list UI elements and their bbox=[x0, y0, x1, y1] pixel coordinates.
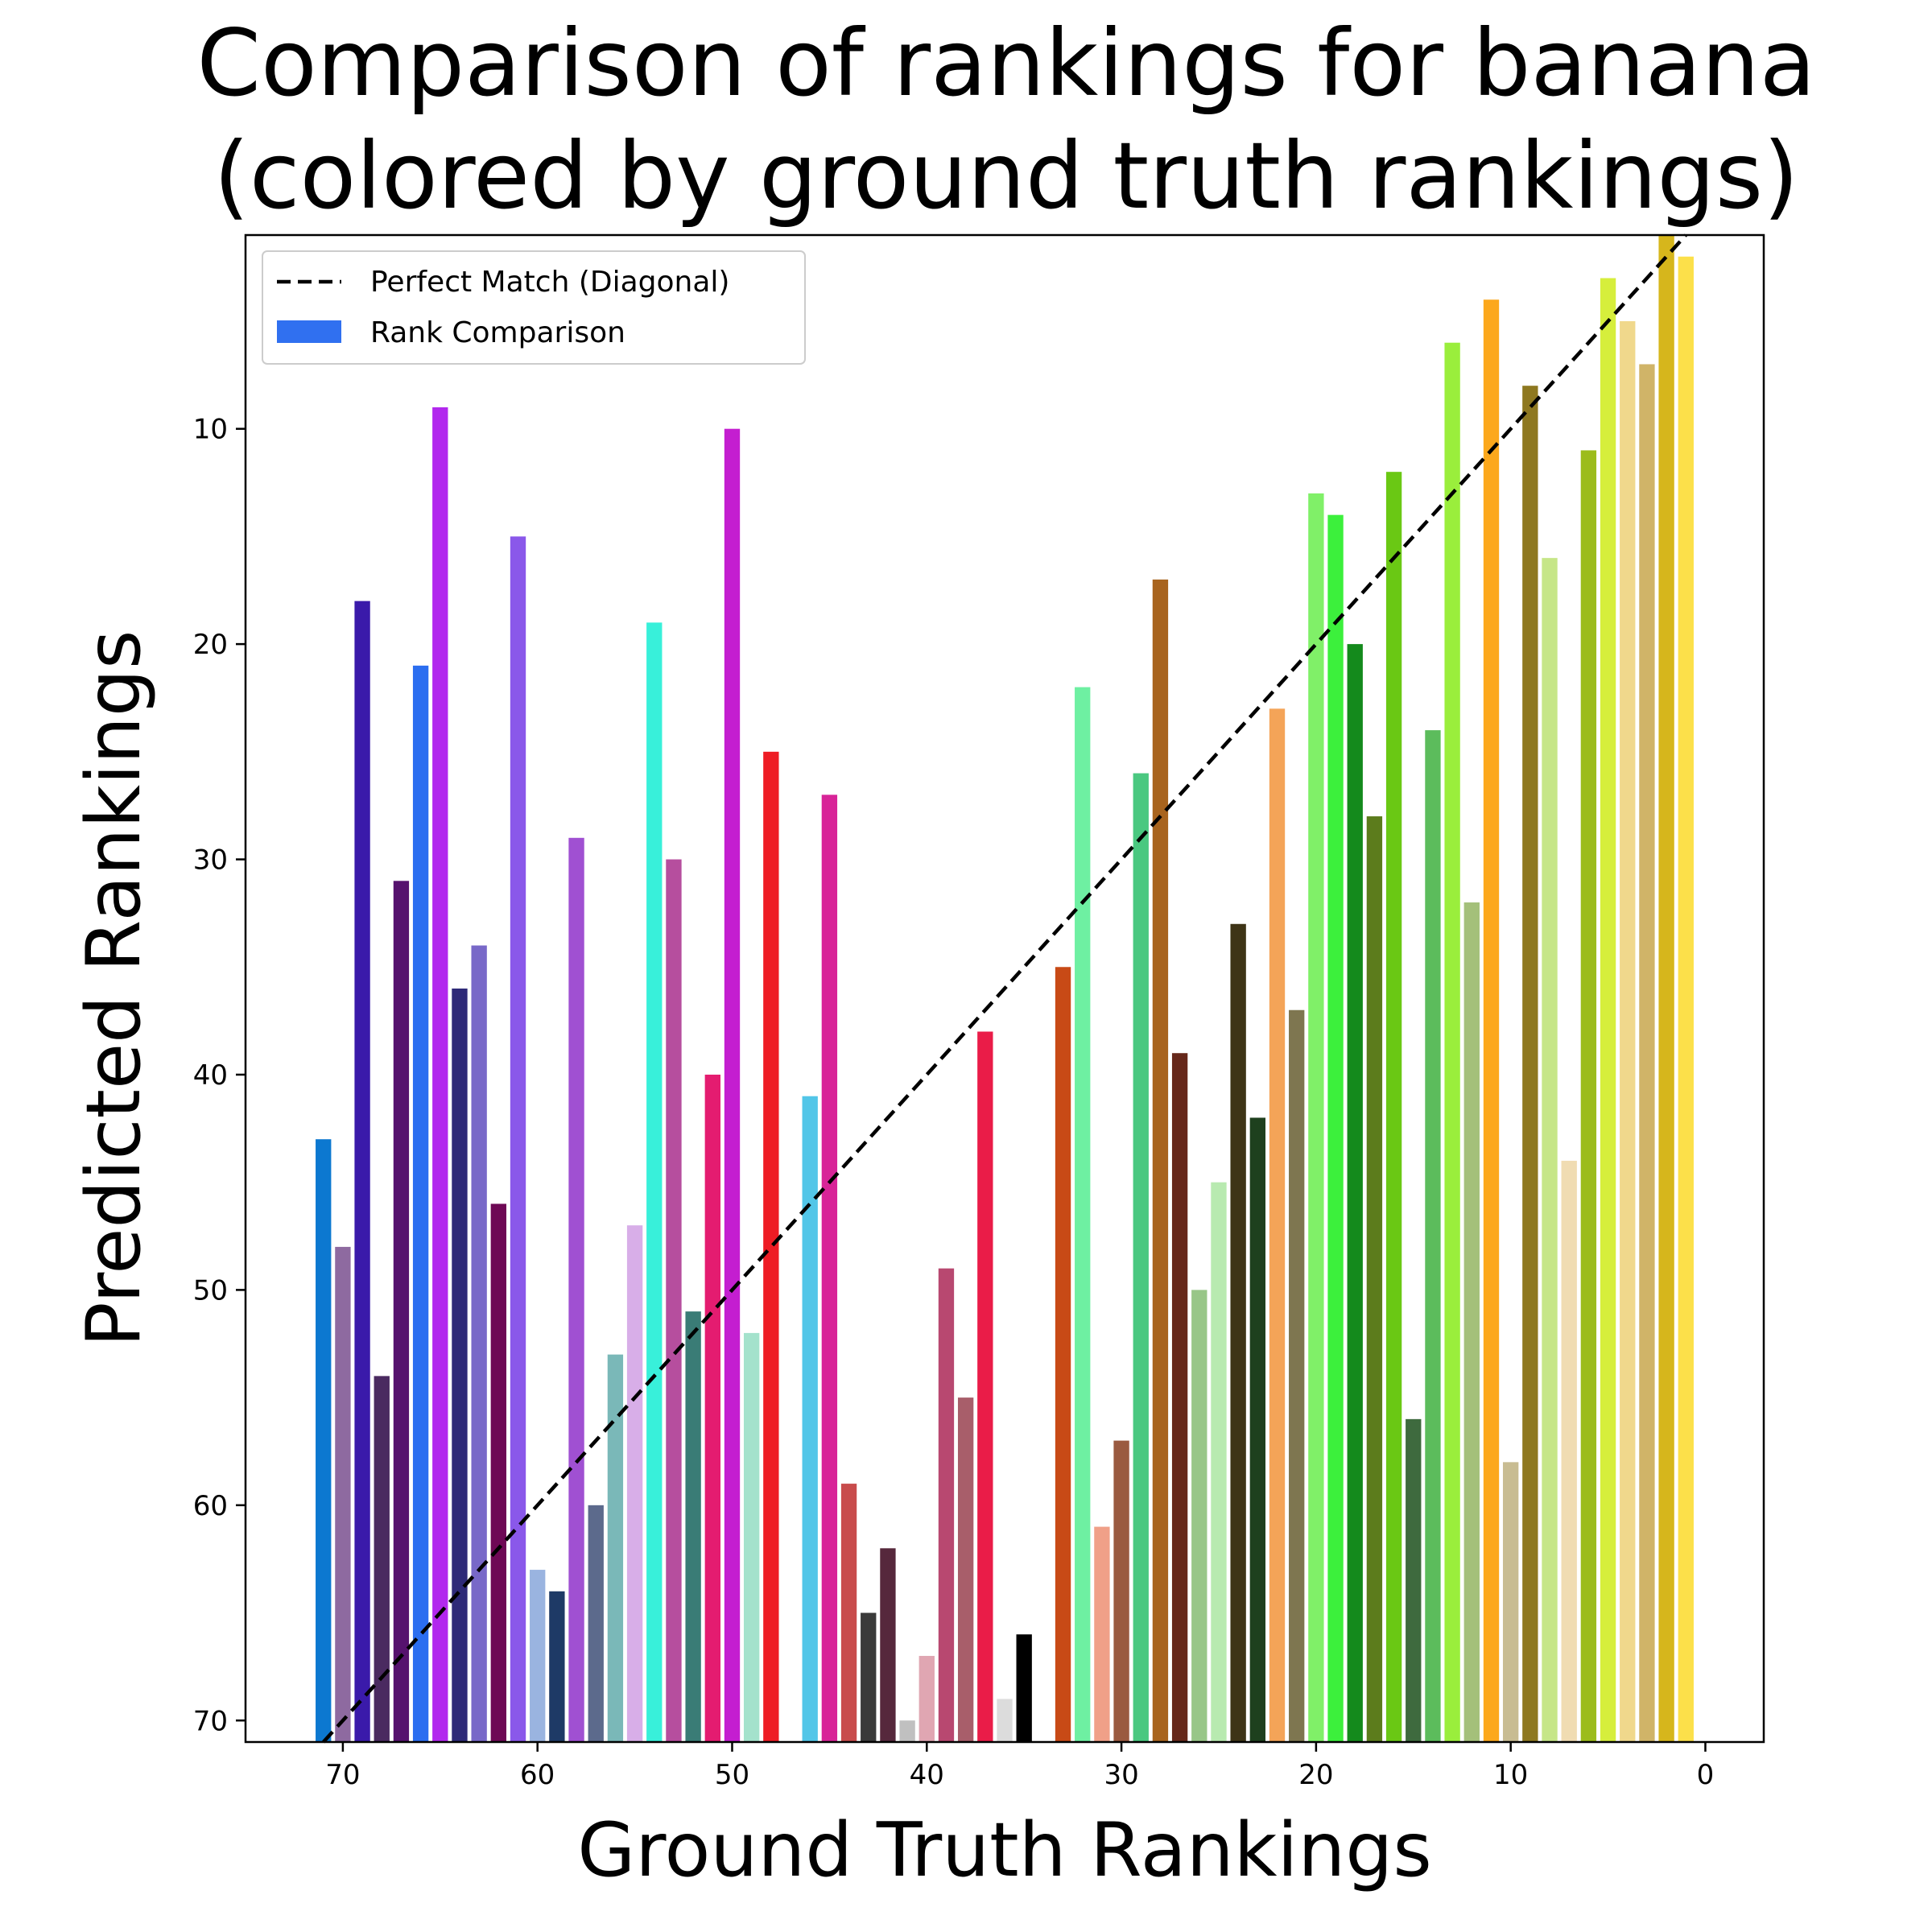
bar-gt-58 bbox=[568, 837, 584, 1742]
bar-gt-43 bbox=[861, 1612, 877, 1742]
y-tick-label: 40 bbox=[193, 1059, 228, 1092]
bar-gt-8 bbox=[1542, 558, 1558, 1742]
bar-gt-54 bbox=[646, 622, 663, 1742]
x-tick-label: 30 bbox=[1104, 1759, 1138, 1791]
x-tick-label: 50 bbox=[715, 1759, 749, 1791]
y-tick-label: 70 bbox=[193, 1705, 228, 1737]
y-tick-label: 50 bbox=[193, 1274, 228, 1307]
bar-gt-17 bbox=[1366, 816, 1383, 1742]
bar-gt-32 bbox=[1075, 687, 1091, 1742]
bar-gt-61 bbox=[510, 536, 526, 1742]
bar-gt-14 bbox=[1425, 730, 1441, 1742]
bar-gt-42 bbox=[880, 1548, 896, 1742]
bar-gt-40 bbox=[919, 1656, 935, 1742]
bar-gt-26 bbox=[1191, 1290, 1208, 1742]
bar-gt-25 bbox=[1211, 1182, 1227, 1742]
bar-gt-31 bbox=[1094, 1526, 1110, 1742]
legend-entry-diagonal: Perfect Match (Diagonal) bbox=[370, 266, 729, 299]
bar-gt-10 bbox=[1502, 1462, 1519, 1742]
bar-gt-16 bbox=[1385, 472, 1402, 1743]
bar-gt-28 bbox=[1152, 579, 1169, 1742]
x-tick-label: 70 bbox=[325, 1759, 360, 1791]
bar-gt-23 bbox=[1249, 1117, 1265, 1742]
bar-gt-6 bbox=[1580, 450, 1597, 1743]
plot-frame bbox=[244, 233, 1765, 1744]
bar-gt-50 bbox=[724, 428, 741, 1743]
legend-box bbox=[262, 250, 806, 365]
chart-title-line-1: Comparison of rankings for banana bbox=[196, 10, 1815, 117]
bar-gt-49 bbox=[743, 1332, 760, 1742]
bar-gt-41 bbox=[899, 1720, 915, 1742]
x-axis-label: Ground Truth Rankings bbox=[577, 1806, 1432, 1893]
chart-title-line-2: (colored by ground truth rankings) bbox=[213, 122, 1798, 229]
bar-gt-65 bbox=[432, 407, 448, 1743]
bars-layer bbox=[316, 235, 1694, 1743]
bar-gt-11 bbox=[1483, 299, 1500, 1743]
bar-gt-4 bbox=[1620, 320, 1636, 1743]
x-tick-label: 60 bbox=[520, 1759, 555, 1791]
bar-gt-3 bbox=[1639, 364, 1655, 1743]
bar-gt-64 bbox=[452, 989, 468, 1742]
bar-gt-45 bbox=[821, 795, 838, 1742]
bar-gt-51 bbox=[704, 1074, 720, 1742]
bar-gt-5 bbox=[1600, 278, 1616, 1742]
legend-entry-rank-comparison: Rank Comparison bbox=[370, 316, 625, 349]
bar-gt-53 bbox=[666, 859, 682, 1742]
bar-gt-36 bbox=[997, 1699, 1013, 1742]
bar-gt-37 bbox=[977, 1031, 993, 1742]
x-tick-label: 40 bbox=[910, 1759, 944, 1791]
bar-gt-71 bbox=[316, 1139, 332, 1742]
bar-gt-59 bbox=[549, 1591, 565, 1742]
y-tick-label: 10 bbox=[193, 414, 228, 446]
bar-gt-12 bbox=[1463, 902, 1480, 1742]
legend: Perfect Match (Diagonal) Rank Comparison bbox=[262, 250, 806, 365]
perfect-match-diagonal bbox=[322, 233, 1687, 1744]
x-tick-label: 10 bbox=[1493, 1759, 1528, 1791]
y-tick-label: 60 bbox=[193, 1490, 228, 1522]
bar-gt-1 bbox=[1678, 256, 1694, 1742]
y-tick-label: 20 bbox=[193, 629, 228, 661]
bar-gt-7 bbox=[1561, 1160, 1577, 1742]
bar-gt-19 bbox=[1327, 514, 1344, 1743]
bar-gt-52 bbox=[685, 1311, 701, 1742]
axis-ticks: 70 60 50 40 30 20 10 0 10 20 30 40 50 60 70 bbox=[193, 414, 1715, 1791]
x-tick-label: 20 bbox=[1298, 1759, 1333, 1791]
bar-gt-33 bbox=[1055, 967, 1071, 1742]
y-axis-label: Predicted Rankings bbox=[70, 630, 157, 1348]
bar-gt-2 bbox=[1658, 235, 1674, 1742]
bar-gt-46 bbox=[802, 1096, 818, 1742]
bar-gt-48 bbox=[763, 751, 779, 1742]
bar-gt-27 bbox=[1171, 1053, 1188, 1742]
bar-gt-30 bbox=[1113, 1440, 1129, 1742]
bar-gt-9 bbox=[1522, 386, 1538, 1743]
bar-gt-70 bbox=[335, 1246, 351, 1742]
bar-gt-38 bbox=[957, 1397, 974, 1742]
bar-gt-13 bbox=[1444, 342, 1460, 1743]
bar-gt-57 bbox=[588, 1505, 604, 1742]
legend-bar-swatch bbox=[277, 320, 341, 343]
bar-gt-60 bbox=[530, 1570, 546, 1742]
bar-gt-35 bbox=[1016, 1634, 1032, 1742]
bar-gt-67 bbox=[393, 881, 410, 1742]
bar-gt-22 bbox=[1269, 708, 1286, 1742]
bar-gt-18 bbox=[1347, 644, 1363, 1742]
bar-gt-56 bbox=[607, 1354, 624, 1742]
bar-gt-21 bbox=[1289, 1009, 1305, 1742]
bar-gt-55 bbox=[626, 1225, 643, 1742]
bar-gt-29 bbox=[1133, 773, 1149, 1742]
y-tick-label: 30 bbox=[193, 844, 228, 877]
bar-gt-62 bbox=[490, 1203, 506, 1742]
bar-gt-24 bbox=[1230, 923, 1246, 1742]
x-tick-label: 0 bbox=[1697, 1759, 1715, 1791]
bar-gt-44 bbox=[840, 1484, 857, 1742]
bar-gt-39 bbox=[938, 1268, 955, 1742]
bar-gt-68 bbox=[374, 1376, 390, 1742]
bar-gt-69 bbox=[354, 601, 370, 1742]
bar-gt-63 bbox=[471, 945, 487, 1742]
bar-gt-20 bbox=[1308, 493, 1324, 1743]
bar-gt-66 bbox=[412, 665, 429, 1742]
bar-gt-15 bbox=[1406, 1418, 1422, 1742]
